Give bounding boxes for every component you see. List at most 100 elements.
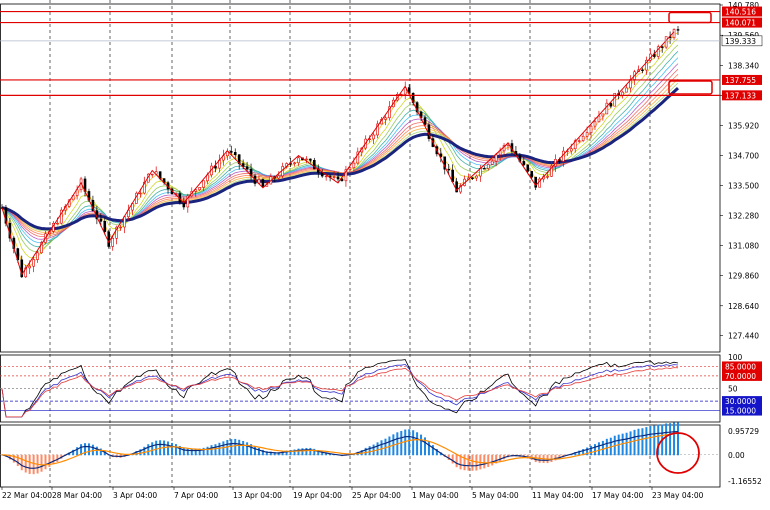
candle-body[interactable] <box>443 156 447 170</box>
candle-body[interactable] <box>309 158 312 161</box>
candle-body[interactable] <box>202 180 205 188</box>
candle-body[interactable] <box>356 151 360 164</box>
time-axis-label: 25 Apr 04:00 <box>352 491 401 500</box>
candle-body[interactable] <box>348 167 352 170</box>
candle-body[interactable] <box>388 106 391 119</box>
candle-body[interactable] <box>332 176 336 178</box>
candle-body[interactable] <box>585 132 589 137</box>
candle-body[interactable] <box>340 178 344 182</box>
candle-body[interactable] <box>111 237 114 247</box>
candle-body[interactable] <box>609 102 613 107</box>
candle-body[interactable] <box>447 168 451 171</box>
candle-body[interactable] <box>336 176 340 180</box>
candle-body[interactable] <box>36 252 39 260</box>
candle-body[interactable] <box>562 150 565 162</box>
candle-body[interactable] <box>403 87 407 95</box>
candle-body[interactable] <box>423 117 427 126</box>
candle-body[interactable] <box>384 117 387 120</box>
candle-body[interactable] <box>233 152 237 155</box>
candle-body[interactable] <box>305 158 308 161</box>
candle-body[interactable] <box>376 123 379 136</box>
candle-body[interactable] <box>28 265 31 269</box>
candle-body[interactable] <box>581 135 585 141</box>
candle-body[interactable] <box>641 69 644 71</box>
candle-body[interactable] <box>645 59 648 71</box>
candle-body[interactable] <box>293 162 296 164</box>
candle-body[interactable] <box>372 134 375 140</box>
candle-body[interactable] <box>534 176 537 188</box>
candle-body[interactable] <box>99 218 103 222</box>
candle-body[interactable] <box>660 46 664 48</box>
macd-histogram-bar <box>593 444 596 456</box>
candle-body[interactable] <box>352 162 356 169</box>
macd-histogram-bar <box>625 432 628 456</box>
candle-body[interactable] <box>455 181 458 193</box>
candle-body[interactable] <box>471 177 474 179</box>
candle-body[interactable] <box>526 164 530 172</box>
candle-body[interactable] <box>186 195 190 208</box>
candle-body[interactable] <box>245 166 249 170</box>
candle-body[interactable] <box>277 175 281 179</box>
candle-body[interactable] <box>56 222 59 225</box>
candle-body[interactable] <box>459 185 462 193</box>
candle-body[interactable] <box>139 192 142 195</box>
candle-body[interactable] <box>538 178 541 188</box>
candle-body[interactable] <box>261 179 265 187</box>
candle-body[interactable] <box>530 171 534 178</box>
candle-body[interactable] <box>494 154 498 162</box>
candle-body[interactable] <box>123 216 126 228</box>
candle-body[interactable] <box>577 140 581 142</box>
candle-body[interactable] <box>601 113 605 117</box>
candle-body[interactable] <box>676 29 680 31</box>
candle-body[interactable] <box>20 259 24 278</box>
candle-body[interactable] <box>522 161 526 166</box>
candle-body[interactable] <box>589 125 593 133</box>
candle-body[interactable] <box>569 148 573 152</box>
candle-body[interactable] <box>475 175 478 179</box>
candle-body[interactable] <box>597 115 601 123</box>
macd-histogram-bar <box>80 444 83 456</box>
candle-body[interactable] <box>119 226 122 229</box>
macd-histogram-bar <box>170 442 173 456</box>
candle-body[interactable] <box>32 259 35 267</box>
candle-body[interactable] <box>486 164 490 169</box>
candle-body[interactable] <box>198 187 201 191</box>
candle-body[interactable] <box>593 121 597 127</box>
candle-body[interactable] <box>107 231 111 247</box>
macd-histogram-bar <box>143 446 146 456</box>
candle-body[interactable] <box>40 242 43 254</box>
rsi-line <box>1 363 679 418</box>
candle-body[interactable] <box>324 175 328 178</box>
candle-body[interactable] <box>150 173 154 176</box>
macd-histogram-bar <box>139 449 142 456</box>
candle-body[interactable] <box>613 92 617 107</box>
candle-body[interactable] <box>313 160 316 170</box>
candle-body[interactable] <box>672 29 676 39</box>
candle-body[interactable] <box>625 87 628 93</box>
candle-body[interactable] <box>605 102 609 115</box>
candle-body[interactable] <box>573 140 577 150</box>
macd-histogram-bar <box>578 450 581 456</box>
candle-body[interactable] <box>490 160 494 165</box>
candle-body[interactable] <box>297 157 300 164</box>
candle-body[interactable] <box>4 207 8 224</box>
candle-body[interactable] <box>214 165 217 169</box>
candle-body[interactable] <box>59 209 63 224</box>
macd-histogram-bar <box>384 438 387 456</box>
candle-body[interactable] <box>143 181 146 194</box>
candle-body[interactable] <box>550 165 553 177</box>
candle-body[interactable] <box>656 46 660 57</box>
candle-body[interactable] <box>344 169 348 182</box>
candle-body[interactable] <box>115 226 118 239</box>
candle-body[interactable] <box>103 220 107 233</box>
rsi-line <box>1 359 679 418</box>
candle-body[interactable] <box>546 176 549 178</box>
macd-histogram-bar <box>463 454 466 471</box>
candle-body[interactable] <box>194 189 198 192</box>
macd-histogram-bar <box>605 438 608 456</box>
macd-histogram-bar <box>214 444 217 456</box>
candle-body[interactable] <box>229 151 233 153</box>
candle-body[interactable] <box>482 168 486 170</box>
